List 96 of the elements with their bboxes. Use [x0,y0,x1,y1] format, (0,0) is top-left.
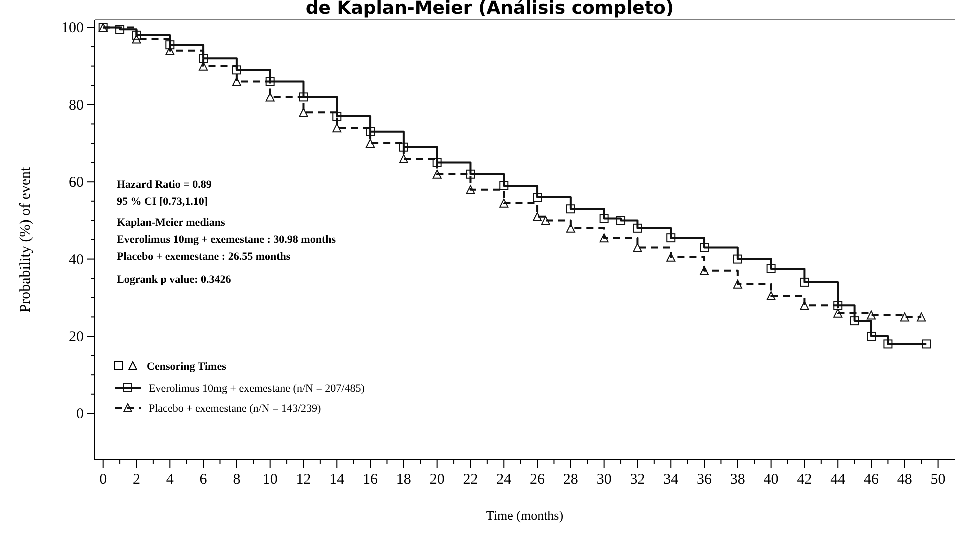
annotation: Logrank p value: 0.3426 [117,274,232,286]
point [466,185,476,194]
point [166,40,175,50]
x-tick-label: 34 [664,472,680,488]
point [800,301,810,310]
point [834,308,843,318]
x-tick-label: 16 [363,472,379,488]
x-tick-label: 28 [563,472,578,488]
y-tick-label: 100 [62,20,84,37]
point [800,278,810,287]
point [766,264,776,274]
x-tick-label: 42 [797,472,812,488]
x-tick-label: 36 [697,472,713,488]
x-tick-label: 50 [930,472,946,488]
point [366,139,376,148]
point [299,108,308,118]
y-tick-label: 60 [69,175,84,192]
annotation: 95 % CI [0.73,1.10] [117,196,208,208]
x-tick-label: 30 [596,472,612,488]
annotation: Placebo + exemestane : 26.55 months [117,251,292,263]
x-tick-label: 40 [764,472,779,488]
point [366,127,376,136]
point [900,312,910,322]
x-tick-label: 44 [830,472,846,488]
point [432,170,442,179]
point [132,30,142,40]
annotation: Hazard Ratio = 0.89 [117,179,212,191]
point [922,340,932,349]
point [116,25,125,34]
x-tick-label: 6 [200,472,208,488]
point [332,112,342,121]
point [733,254,742,264]
point [867,332,876,341]
point [600,234,609,243]
point [166,46,175,56]
point [884,340,893,349]
point [566,204,576,214]
point [700,243,710,252]
point [766,291,776,300]
point [266,92,275,102]
x-tick-label: 10 [262,472,278,488]
y-tick-label: 80 [69,98,84,114]
point [232,66,242,75]
x-tick-label: 4 [166,472,174,488]
point [500,181,509,190]
point [533,193,542,202]
point [432,158,442,168]
x-axis-title: Time (months) [486,508,564,523]
point [917,312,926,322]
x-tick-label: 32 [630,472,646,488]
point [500,198,509,208]
point [332,124,342,133]
point [566,224,576,233]
x-tick-label: 18 [396,472,412,488]
x-tick-label: 0 [100,472,108,488]
point [600,214,609,224]
point [199,54,208,64]
point [834,301,843,310]
x-tick-label: 26 [530,472,546,488]
x-tick-label: 2 [133,472,140,488]
point [867,310,876,320]
point [633,224,642,233]
point [616,216,626,226]
y-tick-label: 40 [69,252,84,268]
x-tick-label: 46 [864,472,880,488]
x-tick-label: 12 [296,472,312,488]
x-tick-label: 8 [233,472,241,488]
x-tick-label: 22 [463,472,478,488]
point [733,280,742,289]
x-tick-label: 48 [897,472,912,488]
x-tick-label: 24 [496,472,512,488]
x-tick-label: 14 [330,472,346,488]
point [132,34,142,44]
point [700,266,710,276]
annotation: Everolimus 10mg + exemestane : 30.98 months [117,234,337,246]
x-tick-label: 20 [430,472,445,488]
point [266,77,275,86]
annotation: Kaplan-Meier medians [117,217,226,229]
point [299,92,308,102]
x-tick-label: 38 [730,472,746,488]
point [466,170,476,179]
legend-label: Everolimus 10mg + exemestane (n/N = 207/485) [149,383,366,395]
point [533,212,542,222]
point [666,234,676,243]
point [232,77,242,86]
annotation: Censoring Times [147,361,228,373]
legend-label: Placebo + exemestane (n/N = 143/239) [149,403,322,415]
y-tick-label: 0 [76,406,84,423]
point [666,252,676,262]
point [399,154,408,164]
point [633,243,642,252]
y-tick-label: 20 [69,329,84,346]
point [541,216,550,226]
point [850,316,860,326]
y-axis-title: Probability (%) of event [18,166,34,313]
point [399,142,408,152]
